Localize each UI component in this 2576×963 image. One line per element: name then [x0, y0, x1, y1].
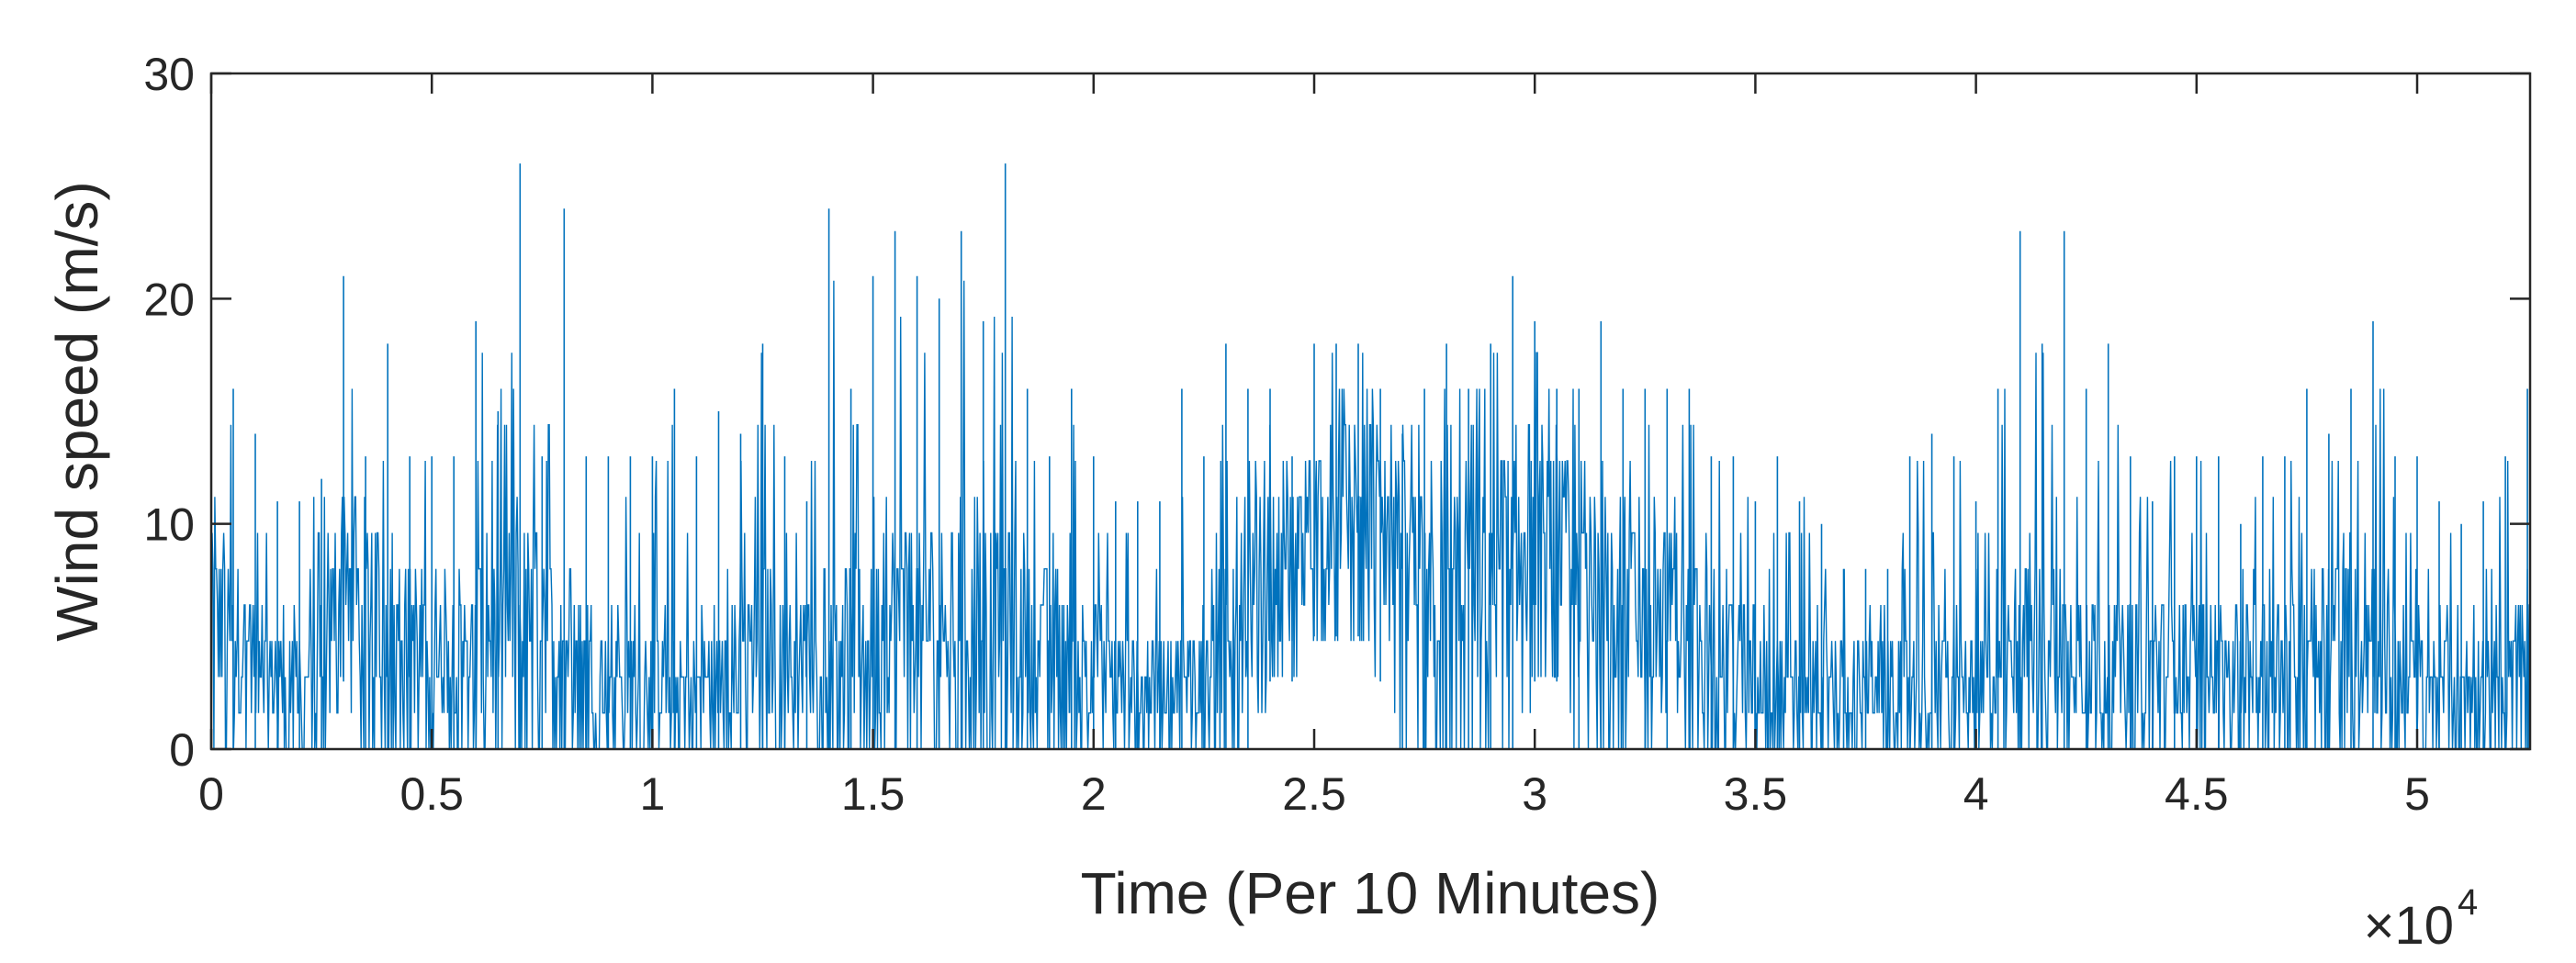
y-axis-title: Wind speed (m/s): [44, 181, 110, 641]
x-tick-label-6: 3: [1522, 768, 1547, 820]
x-tick-label-10: 5: [2404, 768, 2430, 820]
x-tick-label-2: 1: [639, 768, 665, 820]
y-tick-label-0: 0: [169, 724, 195, 776]
x-axis-title: Time (Per 10 Minutes): [1081, 860, 1660, 926]
plot-frame: [209, 72, 2532, 751]
series-line-0: [210, 280, 2530, 750]
x-tick-label-7: 3.5: [1724, 768, 1788, 820]
y-tick-label-3: 30: [143, 49, 195, 100]
y-tick-label-2: 20: [143, 274, 195, 325]
y-tick-label-1: 10: [143, 499, 195, 551]
x-tick-label-3: 1.5: [841, 768, 906, 820]
x-tick-label-9: 4.5: [2165, 768, 2229, 820]
x-exponent-label: ×10: [2364, 896, 2454, 956]
x-tick-label-8: 4: [1963, 768, 1989, 820]
x-tick-label-5: 2.5: [1282, 768, 1346, 820]
x-tick-label-4: 2: [1081, 768, 1107, 820]
data-series-wind-speed: [210, 163, 2530, 750]
x-tick-label-1: 0.5: [399, 768, 464, 820]
x-exponent-power: 4: [2458, 882, 2478, 923]
axis-ticks: 0 0.5 1 1.5 2 2.5 3 3.5 4 4.5 5 0 10 20 30: [143, 49, 2530, 820]
x-tick-label-0: 0: [198, 768, 224, 820]
